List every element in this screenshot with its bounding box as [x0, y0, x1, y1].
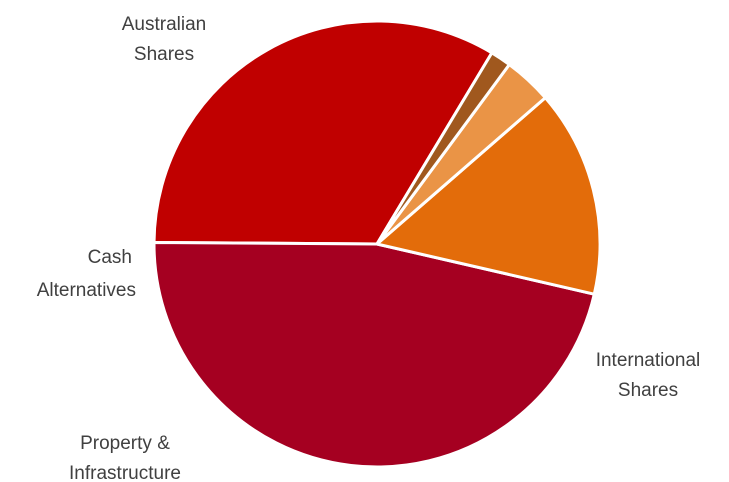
slice-label-line: Property & [80, 433, 170, 454]
pie-labels: Australian Shares International Shares Prope… [37, 14, 701, 482]
slice-label: Alternatives [37, 280, 136, 301]
pie-slice-cash [375, 51, 511, 246]
slice-label-line: Shares [618, 380, 678, 401]
slice-label: Cash [88, 247, 132, 268]
pie-slice-international-shares [152, 240, 596, 469]
pie-slice-property-infrastructure [375, 96, 602, 296]
pie-slices [152, 19, 602, 469]
slice-label-line: Infrastructure [69, 463, 181, 482]
slice-label-line: Shares [134, 44, 194, 65]
pie-slice-australian-shares [152, 19, 494, 246]
slice-label: International Shares [596, 350, 701, 401]
slice-label-line: Australian [122, 14, 207, 35]
slice-label-line: Alternatives [37, 280, 136, 301]
slice-label-line: International [596, 350, 701, 371]
slice-label: Australian Shares [122, 14, 207, 65]
slice-label-line: Cash [88, 247, 132, 268]
slice-label: Property & Infrastructure [69, 433, 181, 482]
